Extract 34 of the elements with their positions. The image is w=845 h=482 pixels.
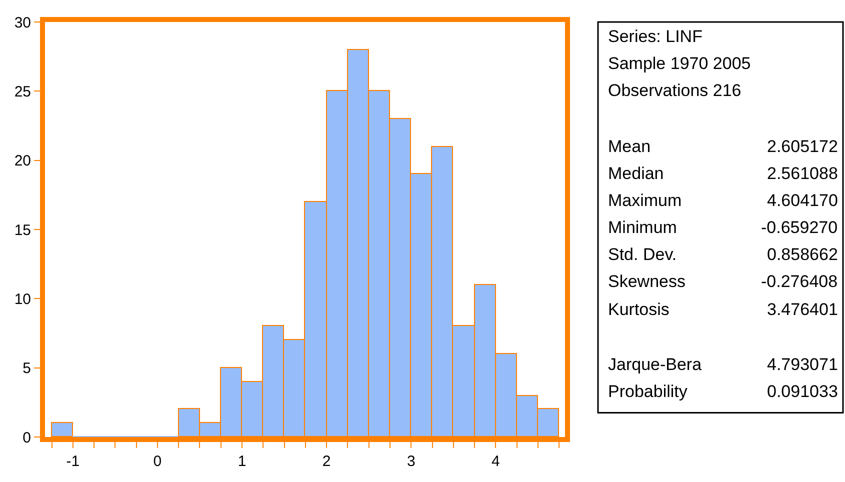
x-tick-label: 1 [238, 453, 246, 470]
text: 0.091033 [767, 382, 838, 401]
text: Mean [608, 137, 651, 156]
text: 4.793071 [767, 355, 838, 374]
x-tick-label: 4 [492, 453, 500, 470]
x-tick-label: 2 [322, 453, 331, 470]
y-tick-label: 5 [22, 360, 31, 378]
text: Probability [608, 382, 688, 401]
y-tick-label: 15 [14, 222, 31, 239]
y-tick-label: 10 [14, 290, 31, 308]
text: Jarque-Bera [608, 355, 702, 374]
text: 4.604170 [767, 191, 838, 210]
text: 0.858662 [767, 245, 838, 264]
text: -0.276408 [761, 272, 838, 291]
y-tick-label: 30 [14, 14, 31, 32]
text: Skewness [608, 272, 686, 291]
text: Maximum [608, 191, 682, 210]
y-tick-label: 25 [14, 83, 31, 100]
text: Kurtosis [608, 300, 670, 319]
text: 3.476401 [767, 300, 838, 319]
text: 2.605172 [767, 137, 838, 156]
x-tick-label: 3 [406, 453, 416, 470]
x-tick-label: 0 [153, 453, 162, 470]
y-tick-label: 20 [14, 152, 31, 170]
y-tick-label: 0 [22, 429, 31, 446]
text: Median [608, 164, 664, 183]
text: Std. Dev. [608, 245, 677, 264]
text: -0.659270 [761, 218, 838, 237]
text: Observations 216 [608, 81, 742, 100]
text: Sample 1970 2005 [608, 54, 751, 73]
x-tick-label: -1 [66, 453, 80, 470]
text: Minimum [608, 218, 677, 237]
text: 2.561088 [767, 164, 838, 183]
text: Series: LINF [608, 27, 702, 46]
